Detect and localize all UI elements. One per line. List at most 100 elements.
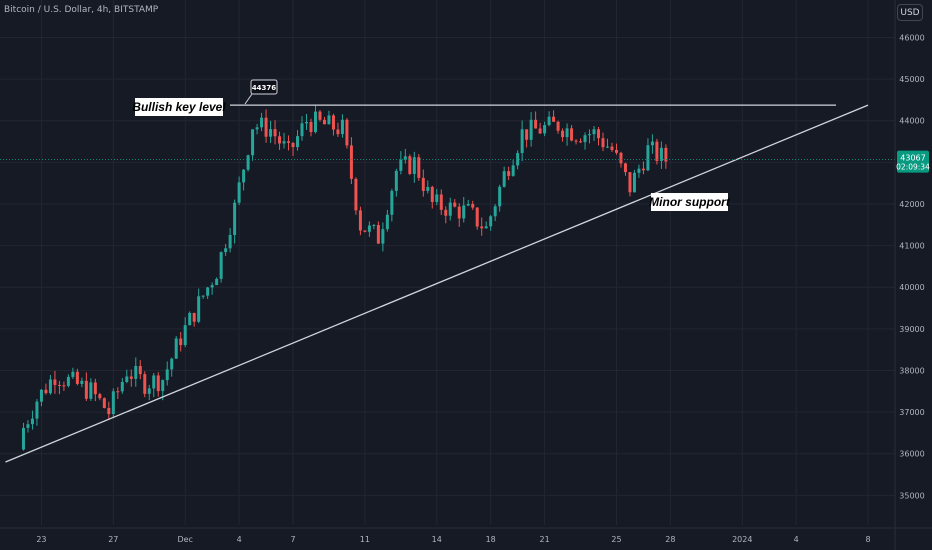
time-tick-label: 4: [794, 535, 799, 544]
candle-body: [623, 163, 627, 173]
candle-body: [228, 235, 232, 249]
price-tick-label: 42000: [899, 200, 924, 209]
price-tick-label: 39000: [899, 325, 924, 334]
candle-body: [502, 171, 506, 187]
candle-body: [363, 230, 367, 232]
support-trendline: [5, 104, 869, 463]
candle-body: [435, 194, 439, 203]
candle-body: [242, 169, 246, 183]
candle-body: [161, 380, 165, 392]
candle-body: [381, 229, 385, 244]
candle-body: [457, 206, 461, 219]
candle-body: [39, 389, 43, 402]
price-tick-label: 45000: [899, 75, 924, 84]
candle-body: [224, 248, 228, 253]
time-tick-label: 23: [36, 535, 46, 544]
candle-body: [511, 165, 515, 176]
candle-body: [632, 172, 636, 193]
candle-body: [659, 147, 663, 161]
time-tick-label: 7: [290, 535, 295, 544]
candle-body: [345, 119, 349, 146]
candle-body: [525, 129, 529, 140]
price-tick-label: 36000: [899, 450, 924, 459]
candle-body: [543, 125, 547, 134]
candle-body: [588, 134, 592, 136]
candle-body: [174, 338, 178, 359]
candle-body: [192, 312, 196, 322]
candle-body: [57, 384, 61, 386]
bar-countdown: 02:09:34: [896, 163, 930, 172]
candle-body: [448, 202, 452, 216]
candle-body: [597, 129, 601, 139]
candle-body: [592, 129, 596, 135]
candle-body: [170, 358, 174, 370]
candle-body: [111, 391, 115, 415]
candle-body: [278, 136, 282, 144]
level-marker-pointer: [244, 93, 253, 105]
currency-button[interactable]: USD: [897, 4, 923, 21]
candle-body: [480, 226, 484, 229]
candle-body: [120, 381, 124, 392]
candle-body: [552, 116, 556, 122]
candle-body: [641, 168, 645, 171]
candle-body: [583, 135, 587, 143]
candle-body: [331, 115, 335, 130]
candle-body: [309, 122, 313, 133]
candle-body: [403, 156, 407, 160]
candle-body: [75, 371, 79, 384]
candle-body: [102, 398, 106, 409]
candle-body: [534, 119, 538, 129]
candle-body: [507, 171, 511, 176]
candle-body: [251, 129, 255, 156]
candle-body: [372, 224, 376, 226]
candle-body: [53, 379, 57, 385]
candle-body: [215, 278, 219, 286]
candle-body: [664, 147, 668, 162]
candle-body: [556, 121, 560, 131]
candle-body: [313, 111, 317, 133]
candle-body: [138, 365, 142, 375]
candle-body: [44, 389, 48, 394]
candle-body: [498, 186, 502, 207]
time-tick-label: 25: [611, 535, 621, 544]
candle-body: [84, 380, 88, 399]
time-tick-label: 27: [108, 535, 118, 544]
candle-body: [655, 141, 659, 161]
candle-body: [628, 172, 632, 193]
time-tick-label: 2024: [732, 535, 752, 544]
candle-body: [376, 224, 380, 244]
candle-body: [210, 285, 214, 288]
candle-body: [116, 391, 120, 393]
time-tick-label: 14: [432, 535, 442, 544]
candle-body: [614, 149, 618, 153]
candle-body: [475, 207, 479, 227]
candle-body: [367, 225, 371, 232]
candle-body: [304, 122, 308, 124]
candle-body: [493, 206, 497, 217]
chart-title: Bitcoin / U.S. Dollar, 4h, BITSTAMP: [4, 5, 159, 15]
candle-body: [21, 427, 25, 450]
candle-body: [561, 130, 565, 138]
candle-body: [237, 182, 241, 203]
candle-body: [340, 119, 344, 135]
time-tick-label: 18: [486, 535, 496, 544]
candle-body: [385, 214, 389, 230]
candle-body: [125, 376, 129, 382]
candle-body: [610, 146, 614, 150]
candle-body: [390, 190, 394, 215]
candle-body: [26, 424, 30, 428]
support-label: Minor support: [649, 195, 731, 209]
candle-body: [62, 385, 66, 387]
candle-body: [358, 210, 362, 231]
candle-body: [412, 157, 416, 174]
candle-body: [93, 382, 97, 395]
candle-body: [570, 128, 574, 141]
candle-body: [152, 375, 156, 389]
candle-body: [273, 129, 277, 137]
candle-body: [426, 186, 430, 191]
time-tick-label: 4: [237, 535, 242, 544]
candle-body: [246, 155, 250, 170]
candle-body: [219, 252, 223, 279]
